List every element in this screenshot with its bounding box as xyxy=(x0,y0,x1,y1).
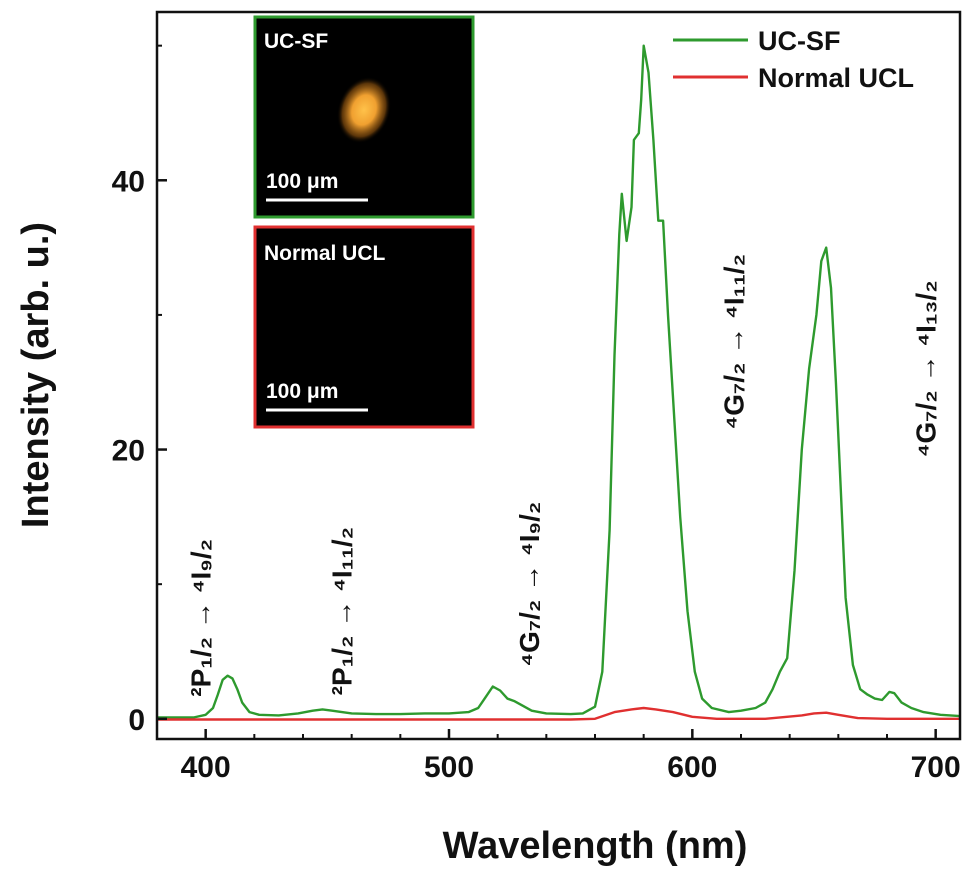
x-axis-title: Wavelength (nm) xyxy=(443,825,748,867)
series-line-uc-sf xyxy=(157,44,961,719)
transition-label-t2: ²P₁/₂ → ⁴I₁₁/₂ xyxy=(327,527,358,695)
inset-normal-ucl-label: Normal UCL xyxy=(264,242,386,265)
x-tick-label: 600 xyxy=(667,751,717,784)
y-tick-label: 20 xyxy=(112,435,145,468)
legend: UC-SF Normal UCL xyxy=(673,26,914,93)
y-tick-label: 0 xyxy=(128,704,145,737)
inset-uc-sf: UC-SF 100 μm xyxy=(253,15,475,219)
series-line-normal-ucl xyxy=(157,706,960,721)
y-axis-title: Intensity (arb. u.) xyxy=(15,222,57,528)
transition-label-t5: ⁴G₇/₂ → ⁴I₁₃/₂ xyxy=(911,280,942,457)
transition-annotations: ²P₁/₂ → ⁴I₉/₂ ²P₁/₂ → ⁴I₁₁/₂ ⁴G₇/₂ → ⁴I₉/₂… xyxy=(186,254,942,697)
inset-uc-sf-emission-spot xyxy=(336,76,392,144)
inset-uc-sf-label: UC-SF xyxy=(264,30,328,53)
x-tick-label: 700 xyxy=(911,751,961,784)
transition-label-t4: ⁴G₇/₂ → ⁴I₁₁/₂ xyxy=(718,254,749,430)
legend-label-uc-sf: UC-SF xyxy=(758,26,841,56)
plot-frame xyxy=(155,10,962,741)
transition-label-t3: ⁴G₇/₂ → ⁴I₉/₂ xyxy=(514,502,545,667)
transition-label-t1: ²P₁/₂ → ⁴I₉/₂ xyxy=(186,539,217,697)
x-tick-label: 500 xyxy=(424,751,474,784)
ticks-layer: 400 500 600 700 0 20 40 xyxy=(112,44,961,784)
legend-label-normal-ucl: Normal UCL xyxy=(758,63,914,93)
inset-uc-sf-scale-label: 100 μm xyxy=(266,170,338,193)
x-tick-label: 400 xyxy=(181,751,231,784)
y-tick-label: 40 xyxy=(112,165,145,198)
inset-normal-ucl-scale-label: 100 μm xyxy=(266,380,338,403)
inset-normal-ucl-frame xyxy=(253,225,475,429)
series-layer xyxy=(157,44,961,721)
inset-normal-ucl: Normal UCL 100 μm xyxy=(253,225,475,429)
